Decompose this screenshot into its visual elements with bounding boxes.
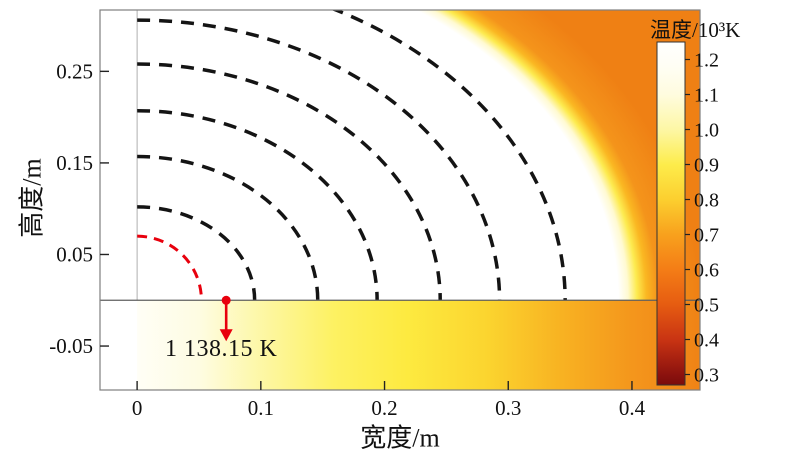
- plot-frame: [99, 9, 701, 391]
- colorbar: [656, 41, 686, 386]
- colorbar-title: 温度/10³K: [650, 18, 741, 42]
- colorbar-tick-label: 0.5: [694, 295, 719, 317]
- temperature-annotation-label: 1 138.15 K: [165, 336, 278, 362]
- colorbar-tick-label: 0.4: [694, 330, 719, 352]
- x-tick-label: 0: [132, 396, 143, 420]
- colorbar-tick-label: 1.2: [694, 50, 719, 72]
- y-tick-label: -0.05: [49, 334, 93, 358]
- colorbar-tick-label: 1.1: [694, 85, 719, 107]
- annotation-point-marker: [221, 295, 231, 305]
- y-tick-label: 0.15: [56, 151, 93, 175]
- annotation-arrowhead: [219, 329, 233, 342]
- temperature-field-ground: [137, 300, 700, 390]
- colorbar-tick-label: 0.3: [694, 365, 719, 387]
- temperature-field-upper: [137, 10, 700, 301]
- isotherm-contour-arc: [137, 18, 502, 301]
- x-tick-label: 0.4: [619, 396, 646, 420]
- isotherm-contour-arc: [137, 108, 379, 301]
- x-tick-label: 0.3: [495, 396, 521, 420]
- colorbar-tick-label: 1.0: [694, 120, 719, 142]
- highlight-contour-arc: [137, 234, 203, 301]
- y-tick-label: 0.25: [56, 59, 93, 83]
- x-tick-label: 0.1: [248, 396, 274, 420]
- contour-group: [137, 10, 567, 301]
- isotherm-contour-arc: [137, 205, 257, 301]
- x-axis-title: 宽度/m: [360, 423, 440, 453]
- y-tick-label: 0.05: [56, 242, 93, 266]
- colorbar-tick-label: 0.8: [694, 190, 719, 212]
- x-tick-label: 0.2: [371, 396, 397, 420]
- isotherm-contour-arc: [137, 154, 320, 301]
- y-axis-title: 高度/m: [17, 158, 47, 238]
- colorbar-tick-label: 0.6: [694, 260, 719, 282]
- isotherm-contour-arc: [331, 10, 567, 301]
- colorbar-tick-label: 0.7: [694, 225, 719, 247]
- colorbar-tick-label: 0.9: [694, 155, 719, 177]
- isotherm-contour-arc: [137, 62, 442, 301]
